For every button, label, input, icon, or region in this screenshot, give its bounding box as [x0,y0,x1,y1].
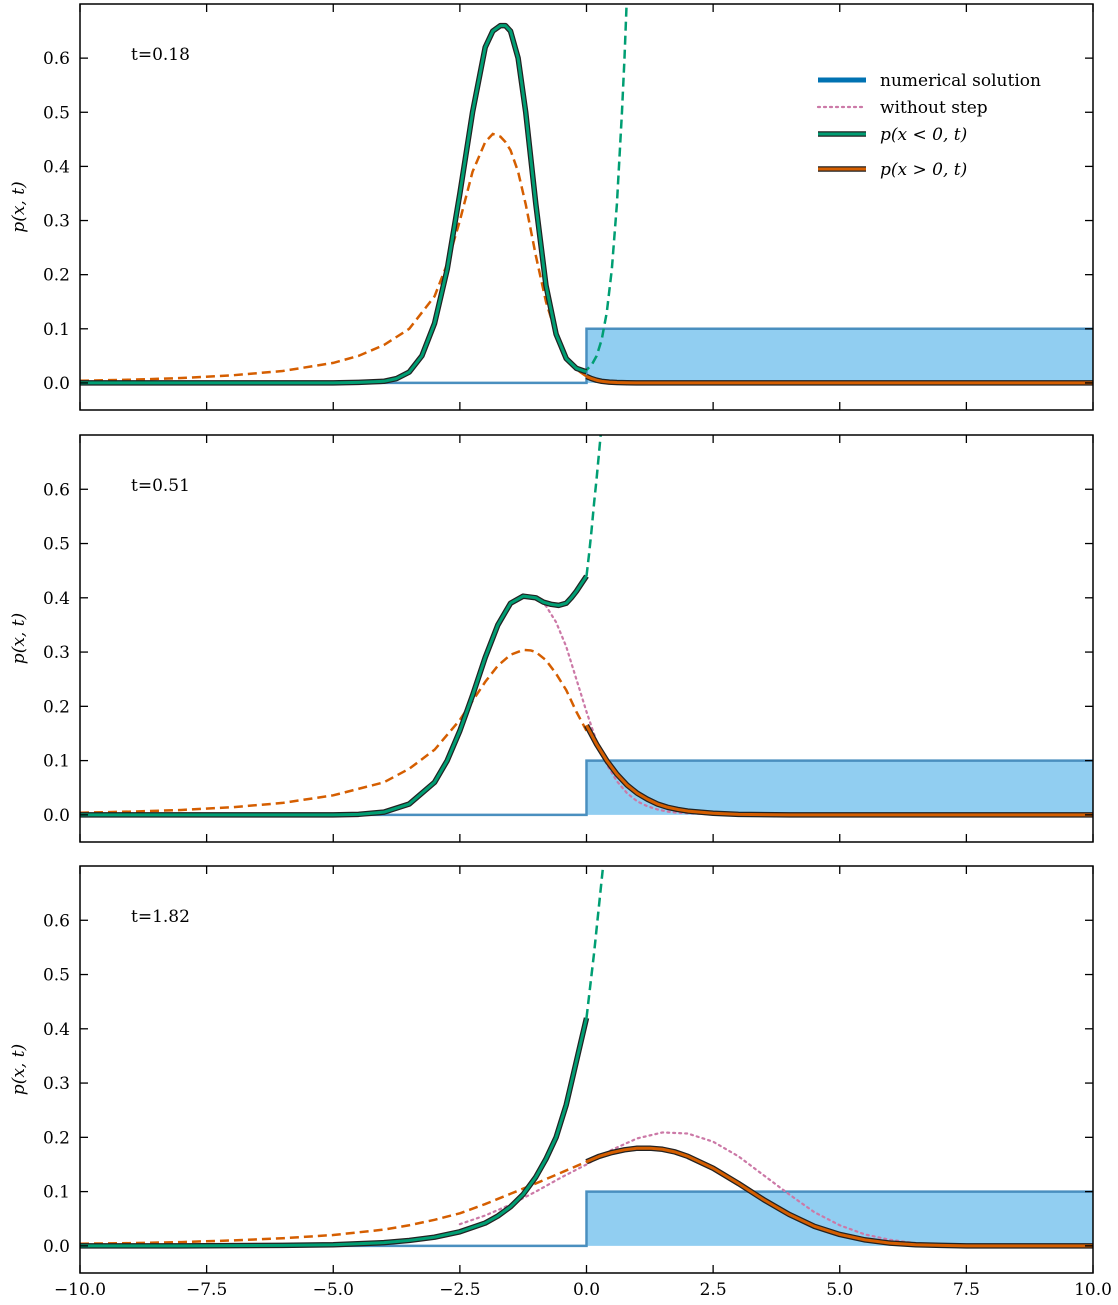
y-tick-label: 0.3 [43,643,70,663]
p-right-analytic-line [80,132,588,383]
time-annotation: t=0.18 [131,45,190,65]
legend: numerical solution without step p(x < 0, t… [816,71,1041,180]
p-right-line [585,375,1093,385]
panel-3: −10.0 −7.5 −5.0 −2.5 0.0 2.5 5.0 7.5 10.0 0.0 0.1 0… [9,865,1112,1300]
y-tick-label: 0.6 [43,480,70,500]
y-tick-label: 0.0 [43,1237,70,1257]
y-tick-label: 0.6 [43,911,70,931]
y-tick-label: 0.1 [43,752,70,772]
legend-label: numerical solution [880,71,1041,91]
y-tick-label: 0.1 [43,1183,70,1203]
y-tick-label: 0.5 [43,535,70,555]
p-left-analytic-line [585,866,605,1019]
y-tick-label: 0.0 [43,806,70,826]
x-tick-label: 10.0 [1074,1280,1112,1300]
y-axis-label: p(x, t) [9,613,29,664]
p-left-outline [80,1017,590,1249]
p-right-line [585,724,1093,817]
y-tick-label: 0.2 [43,697,70,717]
x-tick-label: 7.5 [953,1280,980,1300]
x-tick-label: −7.5 [186,1280,227,1300]
p-right-analytic-line [80,1160,587,1245]
y-tick-label: 0.3 [43,1074,70,1094]
y-tick-label: 0.5 [43,966,70,986]
panel-1: 0.0 0.1 0.2 0.3 0.4 0.5 0.6 p(x, t) t=0.18 numeri… [9,3,1094,411]
x-tick-label: 0.0 [573,1280,600,1300]
p-right-analytic-line [80,648,588,814]
y-tick-label: 0.3 [43,212,70,232]
y-tick-label: 0.5 [43,103,70,123]
y-axis-label: p(x, t) [9,181,29,232]
y-tick-label: 0.2 [43,1128,70,1148]
y-tick-label: 0.6 [43,49,70,69]
y-tick-label: 0.2 [43,266,70,286]
x-tick-label: −5.0 [313,1280,354,1300]
y-tick-label: 0.1 [43,320,70,340]
time-annotation: t=1.82 [131,907,190,927]
x-tick-label: −10.0 [54,1280,106,1300]
legend-label: p(x < 0, t) [880,125,967,145]
p-left-line [80,575,588,817]
p-left-analytic-line [585,435,602,577]
p-right-line [585,1146,1093,1248]
y-tick-label: 0.4 [43,157,70,177]
plot-area [80,4,1093,386]
y-tick-label: 0.0 [43,374,70,394]
time-annotation: t=0.51 [131,476,190,496]
x-tick-label: 5.0 [826,1280,853,1300]
p-left-line [80,1017,588,1248]
p-left-outline [80,574,589,818]
panel-2: 0.0 0.1 0.2 0.3 0.4 0.5 0.6 p(x, t) t=0.51 [9,434,1094,843]
x-tick-label: −2.5 [439,1280,480,1300]
step-potential-fill [586,1191,1093,1246]
step-potential-fill [586,328,1093,383]
p-left-line [80,24,587,385]
x-tick-label: 2.5 [700,1280,727,1300]
p-left-outline [80,22,588,386]
plot-area [80,866,1093,1249]
without-step-line [458,1131,1093,1247]
y-axis-label: p(x, t) [9,1044,29,1095]
legend-label: p(x > 0, t) [880,160,967,180]
y-tick-label: 0.4 [43,589,70,609]
y-tick-label: 0.4 [43,1020,70,1040]
plot-area [80,435,1093,818]
legend-label: without step [880,98,988,118]
p-left-analytic-line [581,4,628,373]
